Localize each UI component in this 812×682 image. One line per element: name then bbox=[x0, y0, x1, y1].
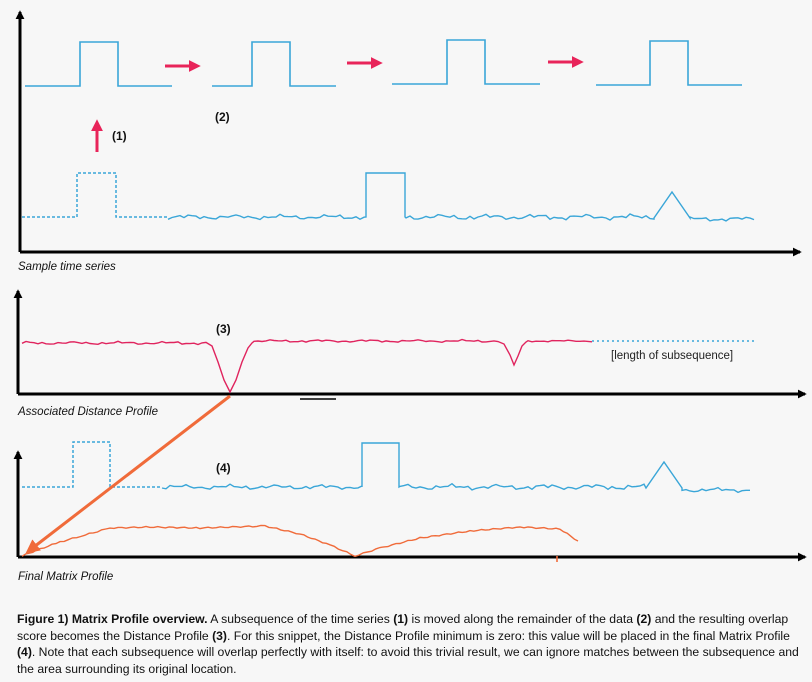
caption-ref-2: (2) bbox=[636, 612, 652, 626]
caption-text-4: . For this snippet, the Distance Profile… bbox=[227, 628, 790, 643]
distance-panel: (3) [length of subsequence] Associated D… bbox=[13, 289, 807, 418]
caption-ref-4: (4) bbox=[17, 645, 32, 659]
matrix-profile-line bbox=[21, 524, 579, 558]
subsequence-length-note: [length of subsequence] bbox=[611, 350, 733, 362]
subsequence-copy-1 bbox=[25, 41, 172, 87]
marker-4: (4) bbox=[216, 461, 231, 475]
distance-label: Associated Distance Profile bbox=[17, 406, 158, 418]
marker-1: (1) bbox=[112, 129, 127, 143]
marker-3: (3) bbox=[216, 322, 231, 336]
caption-text-5: . Note that each subsequence will overla… bbox=[17, 645, 799, 676]
caption-ref-1: (1) bbox=[393, 612, 409, 626]
subsequence-copy-4 bbox=[596, 40, 742, 86]
sample-panel: (1) (2) Sample time series bbox=[15, 10, 802, 273]
matrix-subsequence-dashed bbox=[22, 441, 162, 488]
matrix-time-series-line bbox=[161, 442, 750, 494]
figure-caption: Figure 1) Matrix Profile overview. A sub… bbox=[17, 611, 807, 677]
time-series-line bbox=[167, 172, 755, 222]
matrix-panel: (4) Final Matrix Profile bbox=[13, 441, 807, 583]
subsequence-dashed bbox=[22, 172, 168, 218]
caption-title: Figure 1) Matrix Profile overview. bbox=[17, 612, 208, 626]
sample-label: Sample time series bbox=[18, 261, 116, 273]
marker-2: (2) bbox=[215, 110, 230, 124]
minimum-transfer-arrow bbox=[25, 394, 231, 554]
subsequence-copy-3 bbox=[392, 39, 540, 85]
caption-text-2: is moved along the remainder of the data bbox=[408, 612, 637, 626]
matrix-profile-diagram: (1) (2) Sample time series (3) [length o… bbox=[13, 10, 807, 583]
caption-text-3: and the resulting overlap score becomes … bbox=[17, 612, 789, 643]
matrix-label: Final Matrix Profile bbox=[18, 571, 113, 583]
subsequence-copy-2 bbox=[212, 41, 336, 87]
distance-profile-line bbox=[21, 338, 593, 394]
caption-ref-3: (3) bbox=[212, 628, 227, 643]
caption-text-1: A subsequence of the time series bbox=[207, 612, 394, 626]
